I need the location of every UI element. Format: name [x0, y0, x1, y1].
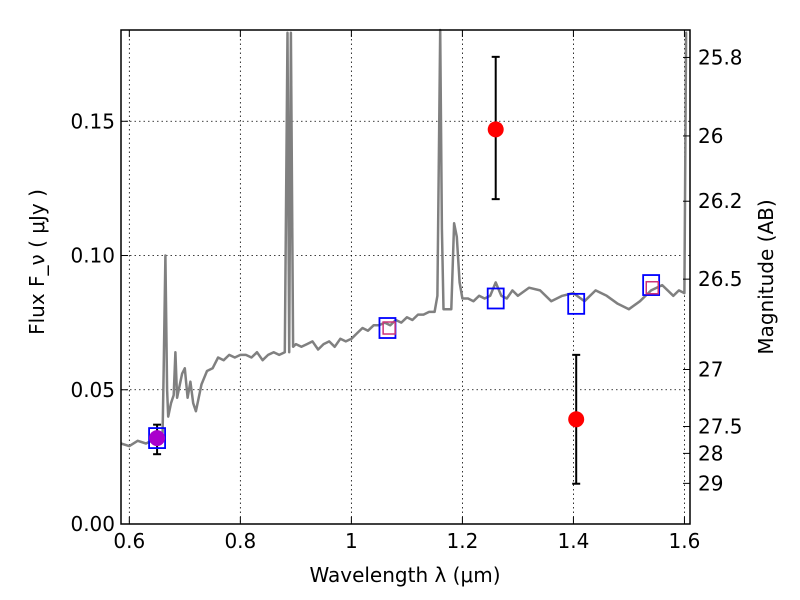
axis-ticks: 0.6 0.8 1 1.2 1.4 1.6 0.00 0.05 0.10 0.15 25.8 26 26…: [70, 30, 743, 553]
observed-point: [568, 411, 585, 428]
right-tick-label: 27.5: [698, 415, 743, 439]
model-box: [567, 292, 586, 315]
model-box: [486, 287, 505, 310]
y-tick-label: 0.00: [70, 512, 115, 536]
observed-point: [487, 121, 504, 138]
template-spectrum: [120, 28, 688, 448]
model-small-box: [382, 321, 396, 335]
plot-background: [121, 30, 690, 524]
x-tick-label: 0.6: [113, 529, 145, 553]
model-small-box: [645, 280, 660, 295]
observed-point: [149, 430, 166, 447]
right-axis-label: Magnitude (AB): [754, 199, 778, 354]
model-box: [642, 274, 661, 296]
y-tick-label: 0.15: [70, 109, 115, 133]
x-axis-label: Wavelength λ (μm): [309, 563, 500, 587]
right-tick-label: 25.8: [698, 45, 743, 69]
y-tick-label: 0.05: [70, 378, 115, 402]
template-spectrum-line: [120, 28, 688, 448]
plot-frame: [120, 29, 691, 525]
x-tick-label: 1: [345, 529, 358, 553]
x-tick-label: 1.6: [669, 529, 701, 553]
x-tick-label: 1.4: [558, 529, 590, 553]
right-tick-label: 27: [698, 358, 723, 382]
observed-points: [149, 121, 585, 447]
x-tick-label: 1.2: [446, 529, 478, 553]
x-tick-label: 0.8: [224, 529, 256, 553]
y-tick-label: 0.10: [70, 244, 115, 268]
right-tick-label: 28: [698, 441, 723, 465]
right-tick-label: 26: [698, 124, 723, 148]
right-tick-label: 26.5: [698, 267, 743, 291]
right-tick-label: 26.2: [698, 189, 743, 213]
y-axis-label: Flux F_ν ( μJy ): [25, 189, 49, 335]
right-tick-label: 29: [698, 471, 723, 495]
